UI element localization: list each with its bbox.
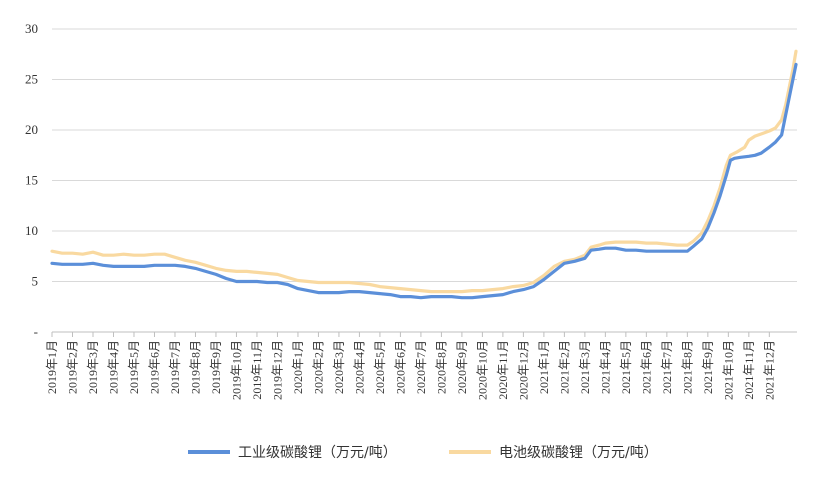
x-tick-label: 2019年1月 — [45, 340, 59, 394]
x-tick-label: 2019年7月 — [168, 340, 182, 394]
x-tick-label: 2019年12月 — [270, 340, 284, 400]
x-tick-label: 2019年10月 — [229, 340, 243, 400]
x-tick-label: 2019年9月 — [209, 340, 223, 394]
x-tick-label: 2019年11月 — [250, 340, 264, 400]
x-tick-label: 2020年8月 — [434, 340, 448, 394]
x-tick-label: 2019年4月 — [106, 340, 120, 394]
x-tick-label: 2020年4月 — [352, 340, 366, 394]
x-tick-label: 2020年6月 — [393, 340, 407, 394]
x-axis: 2019年1月 2019年2月 2019年3月 2019年4月 2019年5月 2019年… — [45, 331, 797, 400]
y-tick-label: 15 — [25, 173, 38, 188]
y-tick-label: 20 — [25, 122, 38, 137]
y-tick-label: 5 — [32, 274, 39, 289]
x-tick-label: 2021年11月 — [742, 340, 756, 400]
gridlines — [52, 28, 797, 282]
y-axis: - 5 10 15 20 25 30 — [25, 21, 38, 339]
x-tick-label: 2020年1月 — [291, 340, 305, 394]
series-line-battery — [50, 49, 798, 294]
series-line-industrial — [50, 62, 798, 300]
x-tick-label: 2019年8月 — [188, 340, 202, 394]
x-tick-label: 2021年2月 — [557, 340, 571, 394]
x-tick-label: 2021年5月 — [619, 340, 633, 394]
x-tick-label: 2020年10月 — [475, 340, 489, 400]
y-tick-label: 30 — [25, 21, 38, 36]
y-tick-label: 10 — [25, 223, 38, 238]
x-tick-label: 2020年12月 — [516, 340, 530, 400]
x-tick-label: 2020年5月 — [373, 340, 387, 394]
x-tick-label: 2021年10月 — [721, 340, 735, 400]
x-tick-label: 2021年6月 — [639, 340, 653, 394]
x-tick-label: 2020年7月 — [414, 340, 428, 394]
x-tick-label: 2021年3月 — [578, 340, 592, 394]
x-tick-label: 2019年5月 — [127, 340, 141, 394]
legend-label-battery: 电池级碳酸锂（万元/吨） — [499, 445, 658, 461]
legend: 工业级碳酸锂（万元/吨） 电池级碳酸锂（万元/吨） — [188, 445, 658, 461]
x-tick-label: 2020年9月 — [455, 340, 469, 394]
x-tick-label: 2019年3月 — [86, 340, 100, 394]
x-tick-label: 2021年9月 — [701, 340, 715, 394]
series-lines — [50, 49, 798, 300]
x-tick-label: 2019年2月 — [65, 340, 79, 394]
x-tick-label: 2021年1月 — [537, 340, 551, 394]
x-tick-label: 2021年12月 — [762, 340, 776, 400]
x-tick-label: 2021年4月 — [598, 340, 612, 394]
x-tick-label: 2021年7月 — [660, 340, 674, 394]
x-tick-label: 2020年3月 — [332, 340, 346, 394]
y-tick-label: 25 — [25, 72, 38, 87]
x-tick-label: 2021年8月 — [680, 340, 694, 394]
x-tick-label: 2020年11月 — [496, 340, 510, 400]
x-tick-label: 2020年2月 — [311, 340, 325, 394]
legend-label-industrial: 工业级碳酸锂（万元/吨） — [238, 445, 397, 461]
x-tick-label: 2019年6月 — [147, 340, 161, 394]
y-tick-label: - — [34, 324, 38, 339]
